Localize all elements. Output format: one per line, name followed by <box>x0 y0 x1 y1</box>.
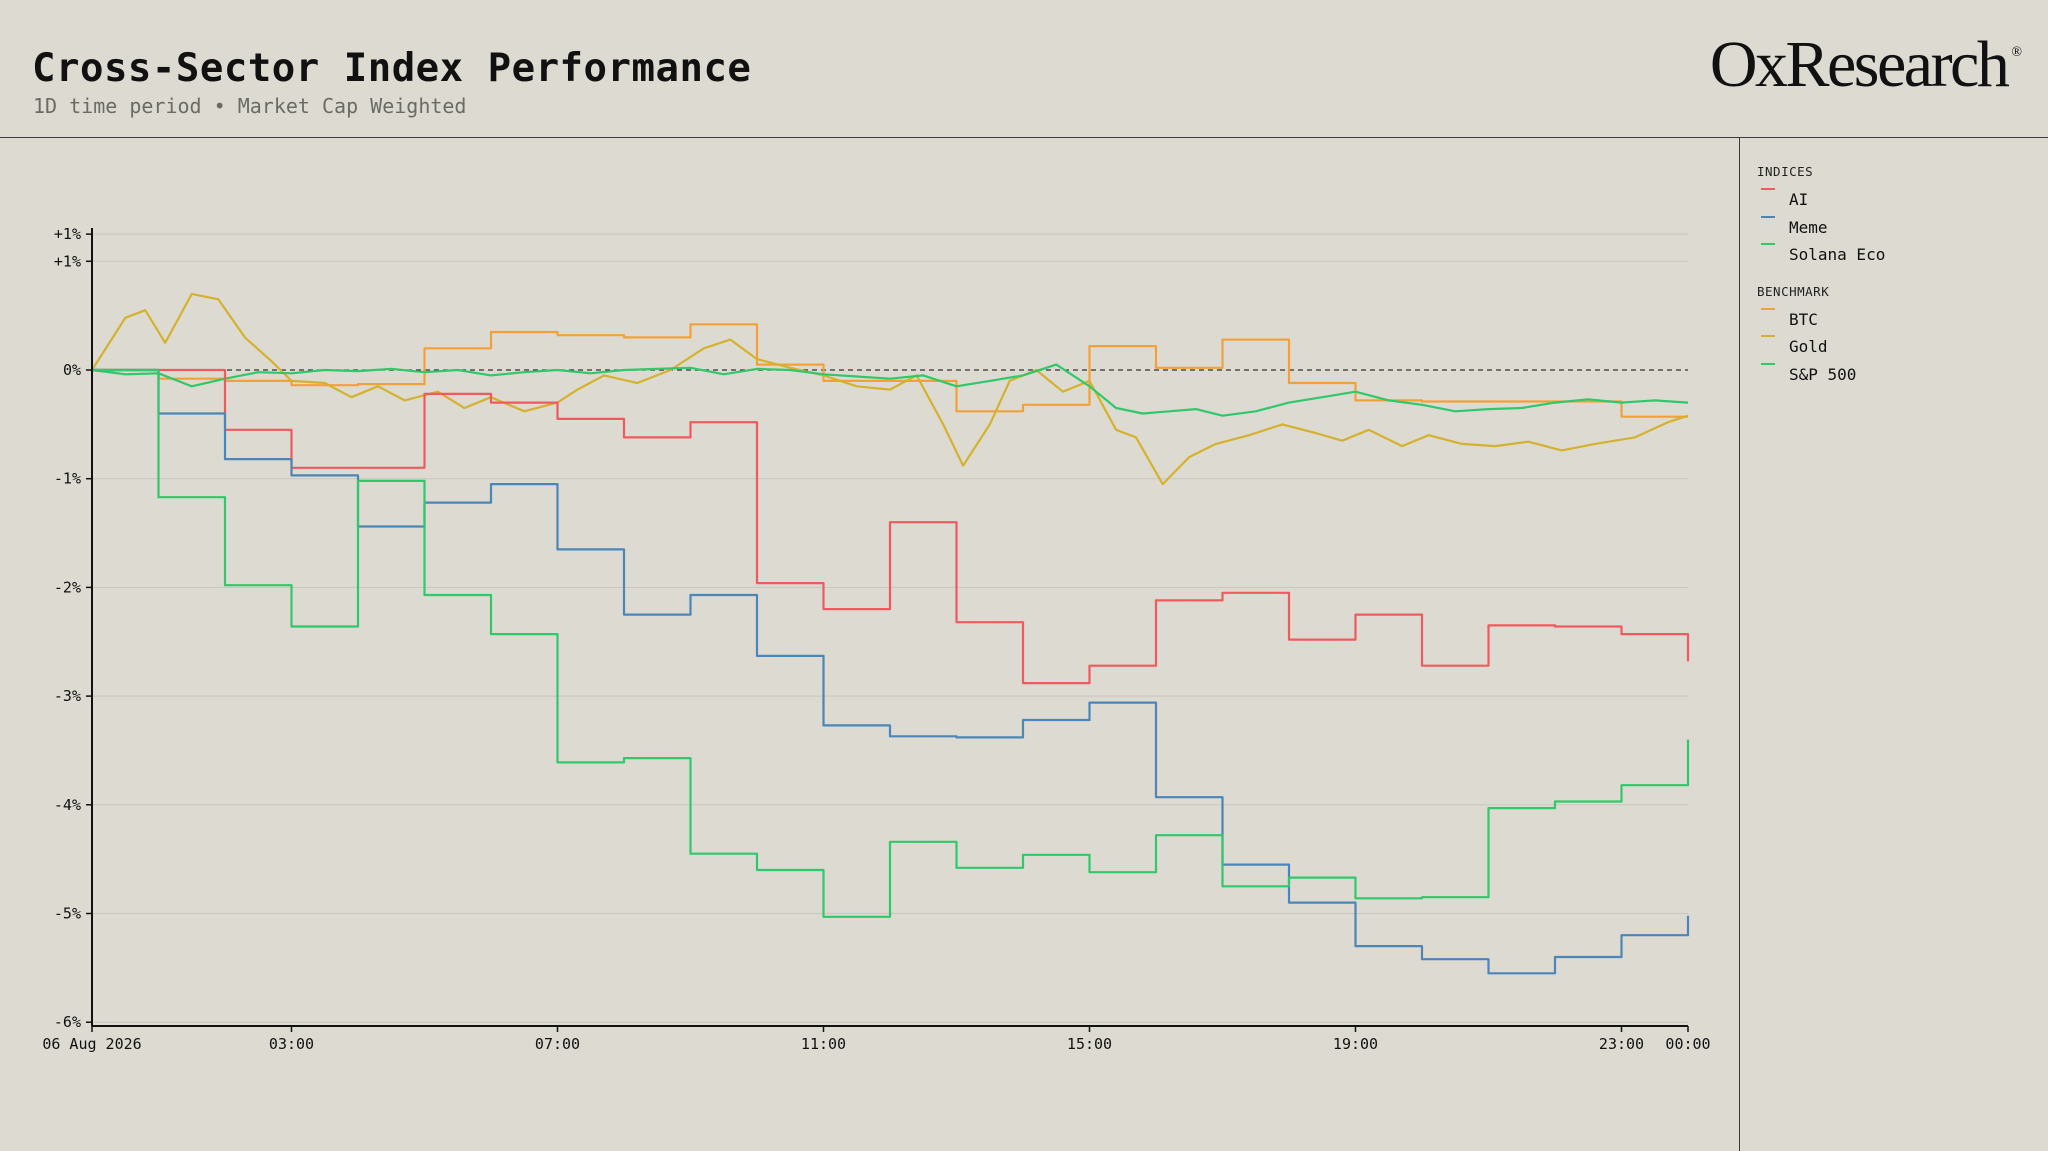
x-tick-label: 15:00 <box>1067 1035 1112 1053</box>
legend-item-gold: Gold <box>1757 334 2037 362</box>
y-tick-label: 0% <box>63 361 81 379</box>
y-tick-label: -6% <box>54 1013 81 1031</box>
legend-swatch <box>1761 215 1775 218</box>
x-tick-label: 07:00 <box>535 1035 580 1053</box>
legend-item-meme: Meme <box>1757 215 2037 243</box>
chart-title: Cross-Sector Index Performance <box>32 46 752 91</box>
legend-swatch <box>1761 335 1775 337</box>
legend-benchmark-list: BTC Gold S&P 500 <box>1757 307 2037 387</box>
legend-swatch <box>1761 243 1775 245</box>
chart-axes: +1% +1% 0% -1% -2% -3% -4% -5% -6% 06 Aug 2026 03:… <box>42 225 1710 1053</box>
x-tick-label: 03:00 <box>269 1035 314 1053</box>
y-tick-label: -4% <box>54 796 81 814</box>
series-line-s-p-500 <box>91 363 1689 417</box>
legend-item-s-p-500: S&P 500 <box>1757 362 2037 387</box>
header-divider <box>0 137 2048 138</box>
chart-series <box>91 292 1690 975</box>
y-tick-label: +1% <box>54 225 81 243</box>
y-tick-label: +1% <box>54 252 81 270</box>
legend-label: Meme <box>1789 217 1828 237</box>
legend-label: Gold <box>1789 337 1828 356</box>
legend-indices-list: AI Meme Solana Eco <box>1757 187 2037 270</box>
y-tick-label: -1% <box>54 470 81 488</box>
y-tick-label: -3% <box>54 687 81 705</box>
legend-heading-benchmark: BENCHMARK <box>1757 283 1830 299</box>
x-tick-label: 23:00 <box>1599 1035 1644 1053</box>
x-tick-label: 19:00 <box>1333 1035 1378 1053</box>
legend-swatch <box>1761 362 1775 365</box>
x-tick-label: 11:00 <box>801 1035 846 1053</box>
y-tick-label: -2% <box>54 578 81 596</box>
series-line-btc <box>92 323 1688 418</box>
y-tick-label: -5% <box>54 905 81 923</box>
chart-legend: INDICES AI Meme Solana Eco BENCHMARK BTC Go… <box>1757 164 2037 386</box>
legend-item-ai: AI <box>1757 187 2037 215</box>
series-line-gold <box>91 292 1689 486</box>
legend-label: S&P 500 <box>1789 364 1857 384</box>
legend-item-btc: BTC <box>1757 307 2037 335</box>
legend-swatch <box>1761 307 1775 310</box>
legend-item-solana-eco: Solana Eco <box>1757 242 2037 270</box>
legend-heading-indices: INDICES <box>1757 164 1814 179</box>
x-tick-label: 06 Aug 2026 <box>42 1035 141 1053</box>
chart-subtitle: 1D time period • Market Cap Weighted <box>33 94 467 118</box>
line-chart: +1% +1% 0% -1% -2% -3% -4% -5% -6% 06 Aug 2026 03:… <box>42 225 1710 1053</box>
series-line-ai <box>92 368 1690 685</box>
legend-swatch <box>1761 188 1775 190</box>
legend-label: BTC <box>1789 309 1818 329</box>
brand-logo-text: OxResearch <box>1709 28 2010 101</box>
brand-logo: OxResearch ® <box>1710 32 2022 98</box>
series-line-solana-eco <box>92 368 1690 918</box>
registered-mark: ® <box>2011 45 2022 60</box>
legend-label: Solana Eco <box>1789 245 1886 264</box>
legend-label: AI <box>1789 190 1809 209</box>
x-tick-label: 00:00 <box>1665 1035 1710 1053</box>
legend-divider <box>1739 137 1740 1151</box>
